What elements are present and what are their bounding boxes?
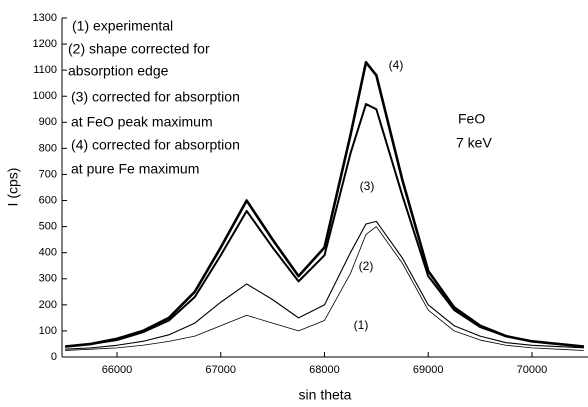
y-tick-label: 200	[39, 299, 57, 311]
annotation: at FeO peak maximum	[71, 114, 213, 130]
series-label: (1)	[354, 318, 369, 332]
y-tick-label: 600	[39, 194, 57, 206]
x-tick-label: 66000	[102, 364, 133, 376]
series-line	[64, 61, 584, 348]
annotation: (2) shape corrected for	[68, 41, 210, 57]
annotation: FeO	[458, 111, 485, 127]
x-tick-label: 69000	[413, 364, 444, 376]
x-tick-label: 70000	[517, 364, 548, 376]
series-label: (4)	[389, 58, 404, 72]
series-line	[65, 220, 584, 350]
annotation: (1) experimental	[72, 18, 173, 34]
y-tick-label: 1200	[33, 38, 57, 50]
x-tick-label: 67000	[205, 364, 236, 376]
y-tick-label: 800	[39, 142, 57, 154]
annotation: at pure Fe maximum	[71, 161, 199, 177]
y-tick-label: 100	[39, 325, 57, 337]
x-axis-label: sin theta	[299, 387, 352, 403]
annotation: (4) corrected for absorption	[71, 137, 240, 153]
annotation: 7 keV	[456, 135, 492, 151]
y-tick-label: 900	[39, 116, 57, 128]
x-tick-label: 68000	[309, 364, 340, 376]
y-axis-label: I (cps)	[5, 168, 21, 207]
y-tick-label: 0	[51, 351, 57, 363]
y-tick-label: 500	[39, 221, 57, 233]
y-tick-label: 1100	[33, 64, 57, 76]
y-tick-label: 300	[39, 273, 57, 285]
series-label: (3)	[360, 179, 375, 193]
series-label: (2)	[359, 259, 374, 273]
y-tick-label: 1300	[33, 12, 57, 24]
y-tick-label: 700	[39, 168, 57, 180]
series-line	[65, 226, 584, 351]
annotation: (3) corrected for absorption	[71, 89, 240, 105]
y-tick-label: 1000	[33, 90, 57, 102]
y-tick-label: 400	[39, 247, 57, 259]
annotation: absorption edge	[68, 63, 169, 79]
